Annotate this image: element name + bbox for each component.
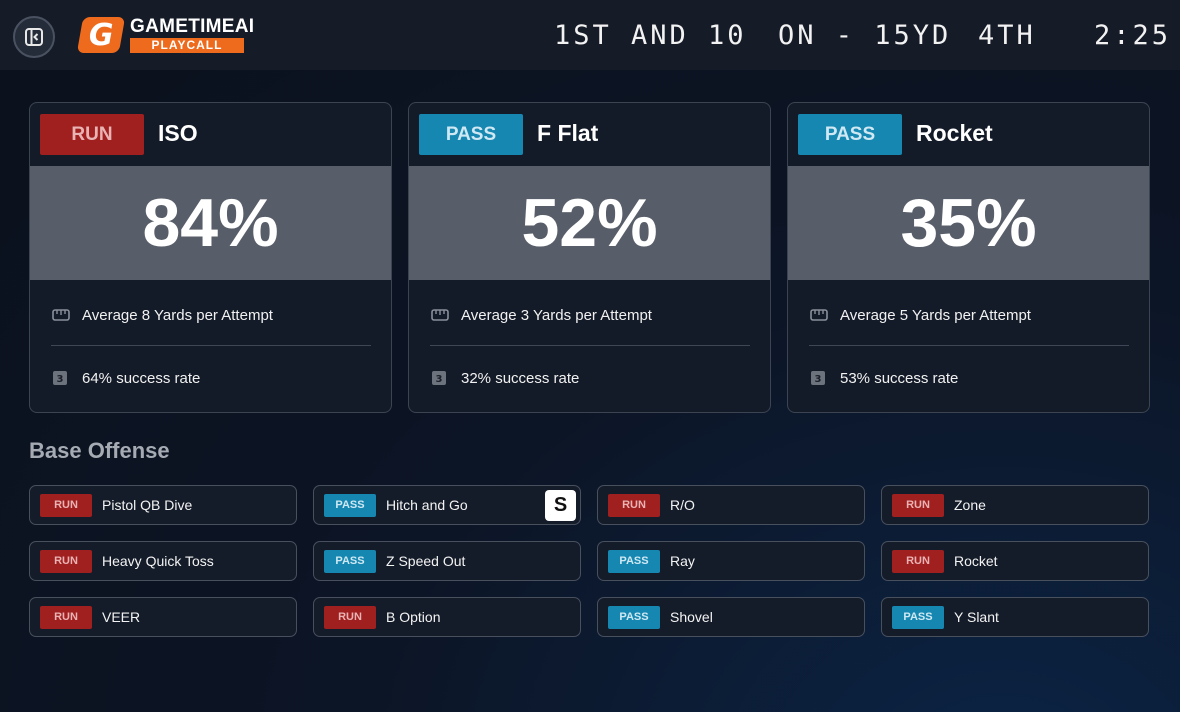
brand-subtitle: PLAYCALL <box>130 38 244 53</box>
logo-mark: G <box>76 17 126 53</box>
play-button[interactable]: PASS Ray <box>597 541 865 581</box>
app-logo: G GAMETIMEAI PLAYCALL <box>76 16 255 53</box>
down-and-distance: 1ST AND 10 <box>554 20 747 51</box>
play-type-badge: RUN <box>892 549 944 573</box>
success-probability: 84% <box>142 185 279 261</box>
play-type-badge: PASS <box>608 549 660 573</box>
play-button[interactable]: RUN Heavy Quick Toss <box>29 541 297 581</box>
play-name: Y Slant <box>954 609 999 625</box>
play-type-badge: RUN <box>324 605 376 629</box>
play-type-badge: PASS <box>798 114 902 155</box>
section-title-base-offense: Base Offense <box>29 438 170 463</box>
ruler-icon <box>431 306 449 324</box>
quarter: 4TH <box>978 20 1036 51</box>
ruler-icon <box>810 306 828 324</box>
play-button[interactable]: PASS Shovel <box>597 597 865 637</box>
counter-icon: 3 <box>52 369 70 387</box>
play-type-badge: RUN <box>40 493 92 517</box>
collapse-sidebar-button[interactable] <box>13 16 55 58</box>
play-name: R/O <box>670 497 695 513</box>
play-type-badge: RUN <box>40 605 92 629</box>
average-yards: Average 5 Yards per Attempt <box>840 306 1031 324</box>
play-button[interactable]: RUN Rocket <box>881 541 1149 581</box>
play-title: F Flat <box>537 120 599 146</box>
play-title: Rocket <box>916 120 993 146</box>
counter-icon: 3 <box>810 369 828 387</box>
play-button[interactable]: RUN VEER <box>29 597 297 637</box>
counter-icon: 3 <box>431 369 449 387</box>
field-position: ON - 15YD <box>778 20 952 51</box>
play-name: Z Speed Out <box>386 553 466 569</box>
play-name: Zone <box>954 497 986 513</box>
sidebar-collapse-icon <box>25 28 43 46</box>
game-clock: 2:25 <box>1094 20 1172 51</box>
success-rate: 32% success rate <box>461 369 580 387</box>
svg-text:3: 3 <box>57 374 64 385</box>
ruler-icon <box>52 306 70 324</box>
play-button[interactable]: RUN R/O <box>597 485 865 525</box>
svg-text:3: 3 <box>815 374 822 385</box>
play-name: Shovel <box>670 609 713 625</box>
average-yards: Average 3 Yards per Attempt <box>461 306 652 324</box>
play-type-badge: RUN <box>40 549 92 573</box>
play-type-badge: PASS <box>324 493 376 517</box>
play-type-badge: RUN <box>40 114 144 155</box>
play-button[interactable]: RUN Pistol QB Dive <box>29 485 297 525</box>
success-probability: 52% <box>521 185 658 261</box>
average-yards: Average 8 Yards per Attempt <box>82 306 273 324</box>
play-prediction-card[interactable]: PASS F Flat 52% Average 3 Yards per Atte… <box>408 102 771 413</box>
play-type-badge: PASS <box>608 605 660 629</box>
play-type-badge: PASS <box>324 549 376 573</box>
play-button[interactable]: PASS Z Speed Out <box>313 541 581 581</box>
play-name: VEER <box>102 609 141 625</box>
play-button[interactable]: PASS Hitch and Go S <box>313 485 581 525</box>
play-button[interactable]: PASS Y Slant <box>881 597 1149 637</box>
divider <box>430 345 750 346</box>
play-name: Rocket <box>954 553 998 569</box>
svg-text:3: 3 <box>436 374 443 385</box>
play-prediction-card[interactable]: RUN ISO 84% Average 8 Yards per Attempt … <box>29 102 392 413</box>
play-name: Pistol QB Dive <box>102 497 193 513</box>
play-name: B Option <box>386 609 441 625</box>
play-name: Heavy Quick Toss <box>102 553 214 569</box>
success-rate: 64% success rate <box>82 369 201 387</box>
play-name: Ray <box>670 553 695 569</box>
play-button[interactable]: RUN Zone <box>881 485 1149 525</box>
play-type-badge: RUN <box>608 493 660 517</box>
play-title: ISO <box>158 120 198 146</box>
play-type-badge: RUN <box>892 493 944 517</box>
play-type-badge: PASS <box>419 114 523 155</box>
divider <box>809 345 1129 346</box>
play-type-badge: PASS <box>892 605 944 629</box>
success-probability: 35% <box>900 185 1037 261</box>
divider <box>51 345 371 346</box>
top-bar: G GAMETIMEAI PLAYCALL 1ST AND 10 ON - 15… <box>0 0 1180 70</box>
play-prediction-card[interactable]: PASS Rocket 35% Average 5 Yards per Atte… <box>787 102 1150 413</box>
success-rate: 53% success rate <box>840 369 959 387</box>
brand-title: GAMETIMEAI <box>130 16 255 37</box>
play-button[interactable]: RUN B Option <box>313 597 581 637</box>
shortcut-badge: S <box>545 490 576 521</box>
play-name: Hitch and Go <box>386 497 468 513</box>
